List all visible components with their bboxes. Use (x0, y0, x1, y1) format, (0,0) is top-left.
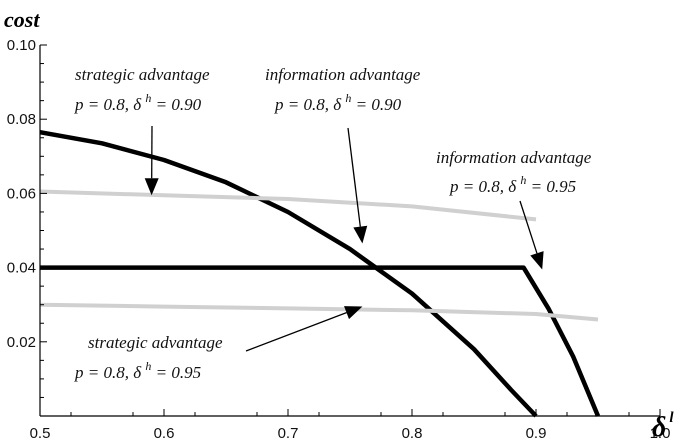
annotation-params-main: p = 0.8, δ (74, 95, 145, 114)
annotation-params-superscript: h (520, 173, 526, 187)
annotation-params-rest: = 0.95 (151, 363, 201, 382)
annotation-title: information advantage (265, 65, 421, 84)
y-tick-label: 0.02 (7, 334, 36, 351)
annotation-params: p = 0.8, δ h = 0.90 (74, 91, 202, 114)
x-axis-title-symbol: δ (652, 412, 666, 443)
annotation-params-main: p = 0.8, δ (274, 95, 345, 114)
annotation-arrow-head (353, 225, 368, 244)
tick-layer: 0.5 0.6 0.7 0.8 0.9 1.0 0.02 0.04 0.06 0.08 0.10 (7, 37, 671, 442)
annotation-arrow-shaft (347, 127, 361, 227)
annotation-params: p = 0.8, δ h = 0.90 (274, 91, 402, 114)
annotation-params-rest: = 0.90 (351, 95, 401, 114)
x-axis-title-superscript: l (669, 410, 674, 426)
x-tick-label: 1.0 (650, 425, 671, 442)
annotation-arrow-head (530, 251, 544, 270)
x-tick-label: 0.8 (402, 425, 423, 442)
annotation-params-rest: = 0.95 (526, 177, 576, 196)
series-line-4 (39, 302, 599, 322)
annotation-arrow-shaft (245, 312, 347, 352)
y-tick-label: 0.10 (7, 37, 36, 54)
x-tick-label: 0.5 (30, 425, 51, 442)
annotation-title: strategic advantage (75, 65, 210, 84)
series-line-3 (39, 189, 537, 222)
annotation-title: strategic advantage (88, 333, 223, 352)
annotation-params-superscript: h (145, 91, 151, 105)
annotation-params: p = 0.8, δ h = 0.95 (449, 173, 576, 196)
annotation-arrow-head (344, 306, 363, 320)
annotation-params-main: p = 0.8, δ (74, 363, 145, 382)
x-tick-label: 0.7 (278, 425, 299, 442)
annotation-title: information advantage (436, 148, 592, 167)
y-tick-label: 0.04 (7, 260, 36, 277)
annotation-params-superscript: h (345, 91, 351, 105)
annotation-params-rest: = 0.90 (151, 95, 201, 114)
series-line-1 (39, 129, 538, 418)
y-tick-label: 0.06 (7, 185, 36, 202)
annotation-arrow-shaft (519, 200, 538, 254)
x-tick-label: 0.9 (526, 425, 547, 442)
x-tick-label: 0.6 (154, 425, 175, 442)
y-axis-title: cost (4, 7, 40, 32)
annotation-arrow-head (144, 178, 159, 196)
y-tick-label: 0.08 (7, 111, 36, 128)
annotation-layer: strategic advantage p = 0.8, δ h = 0.90 in… (74, 65, 592, 382)
annotation-params-superscript: h (145, 359, 151, 373)
annotation-params: p = 0.8, δ h = 0.95 (74, 359, 201, 382)
annotation-params-main: p = 0.8, δ (449, 177, 520, 196)
series-line-2 (40, 265, 601, 417)
series-layer (39, 129, 601, 418)
